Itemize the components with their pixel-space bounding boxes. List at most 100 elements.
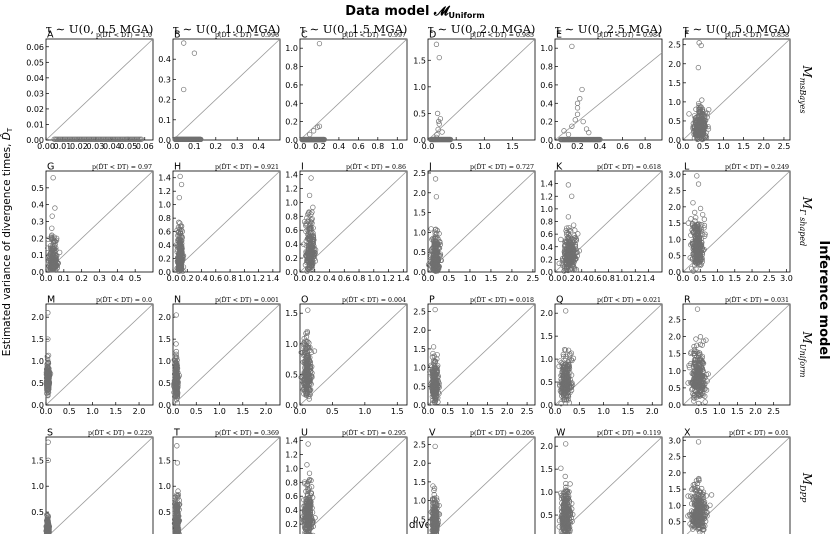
data-point — [691, 125, 698, 131]
data-point — [46, 253, 52, 259]
y-tick-label: 0.4 — [540, 243, 553, 252]
data-point — [305, 211, 311, 217]
y-tick-label: 0.6 — [285, 226, 298, 235]
data-point — [432, 245, 438, 251]
data-point — [436, 121, 442, 127]
panel-letter: L — [684, 162, 690, 173]
y-tick-label: 1.0 — [285, 464, 298, 473]
panel-letter: M — [47, 295, 55, 306]
x-tick-label: 0.1 — [57, 274, 70, 283]
y-tick-label: 0.03 — [26, 89, 44, 98]
probability-annotation: p(D̂T < DT) = 0.004 — [342, 297, 406, 304]
y-tick-label: 0.5 — [285, 370, 298, 379]
x-tick-label: 0.8 — [224, 274, 237, 283]
data-point — [697, 205, 704, 212]
scatter-panel-E: 0.0 0.2 0.4 0.6 0.80.00.20.40.60.81.0E p(D̂T … — [540, 30, 663, 151]
data-point — [306, 225, 312, 231]
x-tick-label: 0.5 — [441, 407, 454, 416]
scatter-panel-G: 0.0 0.1 0.2 0.3 0.4 0.50.00.10.20.30.40.5G p(D… — [31, 162, 154, 283]
x-tick-label: 1.5 — [236, 407, 249, 416]
panel-frame — [427, 436, 536, 534]
x-tick-label: 0.0 — [167, 142, 180, 151]
scatter-panel-N: 0.0 0.5 1.0 1.5 2.00.00.51.01.52.0N p(D̂T < D… — [158, 295, 281, 416]
data-point — [574, 111, 581, 117]
y-tick-label: 2.5 — [668, 187, 681, 196]
y-tick-label: 1.0 — [158, 482, 171, 491]
data-point — [439, 129, 445, 135]
scatter-points — [556, 182, 582, 274]
y-tick-label: 1.0 — [540, 44, 553, 53]
x-tick-label: 0.5 — [697, 142, 710, 151]
y-tick-label: 0.2 — [540, 255, 553, 264]
x-tick-label: 1.4 — [642, 274, 655, 283]
x-tick-label: 0.05 — [119, 142, 137, 151]
y-tick-label: 1.4 — [540, 180, 553, 189]
data-point — [321, 136, 327, 143]
data-point — [51, 246, 58, 252]
y-tick-label: 0.0 — [413, 268, 426, 277]
y-tick-label: 0.0 — [540, 401, 553, 410]
data-point — [50, 175, 56, 181]
row-label-subscript: msBayes — [798, 78, 807, 114]
x-tick-label: 0.0 — [549, 142, 562, 151]
scatter-panel-W: 0.00.51.01.52.00.00.51.01.52.0Wp(D̂T < D… — [540, 428, 663, 534]
x-tick-label: 0.04 — [103, 142, 121, 151]
data-point — [177, 263, 183, 269]
y-tick-label: 0.5 — [413, 109, 426, 118]
y-tick-label: 1.0 — [285, 198, 298, 207]
x-tick-label: 0.02 — [70, 142, 88, 151]
data-point — [565, 263, 571, 269]
data-point — [437, 116, 444, 122]
data-point — [50, 238, 57, 244]
data-point — [565, 250, 571, 256]
data-point — [568, 266, 574, 272]
data-point — [178, 223, 185, 229]
data-point — [704, 110, 710, 116]
data-point — [586, 130, 592, 136]
x-tick-label: 0.8 — [602, 274, 615, 283]
x-tick-label: 2.5 — [778, 142, 791, 151]
data-point — [434, 256, 440, 263]
data-point — [47, 259, 54, 266]
row-label: MDPP — [798, 472, 814, 503]
data-point — [431, 256, 437, 262]
scatter-panel-F: 0.0 0.5 1.0 1.5 2.0 2.50.00.51.01.52.02.5F p(D… — [668, 30, 791, 151]
y-tick-label: 0.5 — [540, 511, 553, 520]
x-tick-label: 1.5 — [481, 407, 494, 416]
y-tick-label: 1.5 — [158, 456, 171, 465]
y-tick-label: 0.8 — [285, 212, 298, 221]
y-tick-label: 0.5 — [413, 382, 426, 391]
scatter-points — [45, 175, 63, 273]
scatter-panel-I: 0.0 0.2 0.4 0.6 0.8 1.0 1.2 1.40.00.20.40.60.81… — [285, 162, 409, 284]
x-tick-label: 0.6 — [589, 274, 602, 283]
y-tick-label: 0.3 — [158, 75, 171, 84]
data-point — [560, 263, 566, 269]
data-point — [567, 236, 573, 242]
x-tick-label: 1.5 — [391, 407, 404, 416]
data-point — [694, 125, 700, 131]
x-tick-label: 0.6 — [338, 274, 351, 283]
y-tick-label: 2.0 — [668, 203, 681, 212]
data-point — [702, 231, 708, 237]
scatter-panel-A: 0.000.010.020.030.040.050.060.000.010.02… — [26, 30, 153, 152]
data-point — [178, 181, 185, 188]
data-point — [579, 86, 585, 93]
scatter-panel-L: 0.0 0.5 1.0 1.5 2.0 2.5 3.00.00.51.01.52.02.53… — [668, 162, 793, 284]
x-tick-label: 0.3 — [93, 274, 106, 283]
x-tick-label: 0.2 — [562, 274, 575, 283]
data-point — [690, 128, 697, 134]
probability-annotation: p(D̂T < DT) = 0.97 — [92, 164, 152, 171]
data-point — [686, 111, 692, 117]
x-tick-label: 0.4 — [323, 274, 336, 283]
x-tick-label: 2.0 — [646, 407, 659, 416]
x-tick-label: 0.5 — [63, 407, 76, 416]
panel-letter: V — [429, 428, 436, 439]
data-point — [701, 117, 708, 123]
scatter-panel-T: 0.00.51.01.50.00.51.01.5Tp(D̂T < DT) = 0… — [158, 428, 281, 534]
x-tick-label: 0.0 — [294, 274, 307, 283]
data-point — [179, 250, 185, 256]
x-tick-label: 0.6 — [616, 142, 629, 151]
data-point — [432, 176, 439, 182]
x-tick-label: 0.4 — [333, 142, 346, 151]
x-tick-label: 0.2 — [209, 142, 222, 151]
